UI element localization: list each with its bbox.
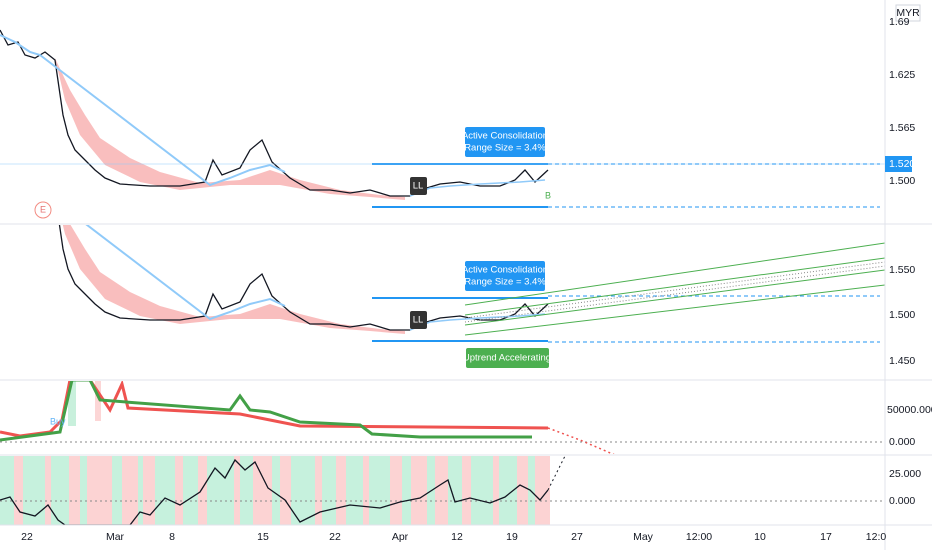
stripe	[87, 456, 112, 525]
time-label: May	[633, 531, 654, 543]
current-price: 1.520	[889, 158, 915, 170]
annotation-title: Active Consolidation	[462, 131, 548, 142]
time-label: 12:0	[866, 531, 887, 543]
stripe	[207, 456, 234, 525]
time-label: 12:00	[686, 531, 712, 543]
stripe	[240, 456, 253, 525]
oscillator-projection	[547, 456, 566, 491]
time-label: 8	[169, 531, 175, 543]
stripe	[112, 456, 122, 525]
stripe	[435, 456, 448, 525]
indicator-panel	[0, 381, 885, 454]
price-label: 1.565	[889, 122, 915, 134]
stripe	[183, 456, 198, 525]
value-label: 50000.000	[887, 404, 932, 416]
time-label: 17	[820, 531, 832, 543]
time-label: 27	[571, 531, 583, 543]
stripe	[253, 456, 272, 525]
oscillator-line	[0, 458, 549, 525]
stripe	[346, 456, 363, 525]
stripe	[322, 456, 336, 525]
time-label: 22	[21, 531, 33, 543]
stripe	[369, 456, 390, 525]
stripe	[45, 456, 51, 525]
stripe	[535, 456, 550, 525]
stripe	[291, 456, 315, 525]
value-label: 25.000	[889, 468, 921, 480]
stripe	[390, 456, 402, 525]
time-label: 10	[754, 531, 766, 543]
stripe	[14, 456, 23, 525]
stripe	[155, 456, 175, 525]
price-panel	[0, 29, 885, 219]
stripe	[493, 456, 499, 525]
stripe	[69, 456, 80, 525]
time-label: 19	[506, 531, 518, 543]
marker: LL	[413, 315, 424, 326]
stripe	[272, 456, 280, 525]
event: E	[40, 204, 46, 214]
stripe	[0, 456, 14, 525]
time-label: Mar	[106, 531, 125, 543]
stripe	[448, 456, 462, 525]
time-label: 12	[451, 531, 463, 543]
currency: MYR	[896, 7, 920, 19]
stripe	[280, 456, 291, 525]
stripe	[517, 456, 528, 525]
stripe	[528, 456, 535, 525]
annotation-title: Active Consolidation	[462, 265, 548, 276]
annotation-detail: (Range Size = 3.4%)	[461, 143, 549, 154]
signal: B	[545, 190, 551, 200]
stripe	[499, 456, 517, 525]
stripe	[336, 456, 346, 525]
stripe	[315, 456, 322, 525]
stripe	[411, 456, 427, 525]
price-label: 1.69	[889, 16, 910, 28]
annotation-detail: (Range Size = 3.4%)	[461, 277, 549, 288]
time-label: Apr	[392, 531, 409, 543]
marker: LL	[413, 181, 424, 192]
buy-signal: Buy	[50, 416, 66, 426]
price-label: 1.450	[889, 355, 915, 367]
value-label: 0.000	[889, 495, 915, 507]
price-label: 1.500	[889, 309, 915, 321]
price-panel-2	[0, 225, 885, 368]
time-label: 22	[329, 531, 341, 543]
stripe	[80, 456, 87, 525]
time-axis: 22 Mar 8 15 22 Apr 12 19 27 May 12:00 10 17 12:0	[21, 531, 886, 543]
stripe	[143, 456, 155, 525]
price-label: 1.550	[889, 264, 915, 276]
stripe	[471, 456, 493, 525]
price-label: 1.625	[889, 69, 915, 81]
trend-label: Uptrend Accelerating	[463, 353, 551, 364]
stripe	[122, 456, 138, 525]
stripe	[363, 456, 369, 525]
stripe	[462, 456, 471, 525]
oscillator-panel	[0, 456, 885, 525]
stripe	[23, 456, 45, 525]
stripe	[51, 456, 69, 525]
stripe	[402, 456, 411, 525]
stripe	[138, 456, 143, 525]
stripe	[198, 456, 207, 525]
time-label: 15	[257, 531, 269, 543]
value-label: 0.000	[889, 436, 915, 448]
price-label: 1.500	[889, 175, 915, 187]
stripe	[234, 456, 240, 525]
stripe	[175, 456, 183, 525]
